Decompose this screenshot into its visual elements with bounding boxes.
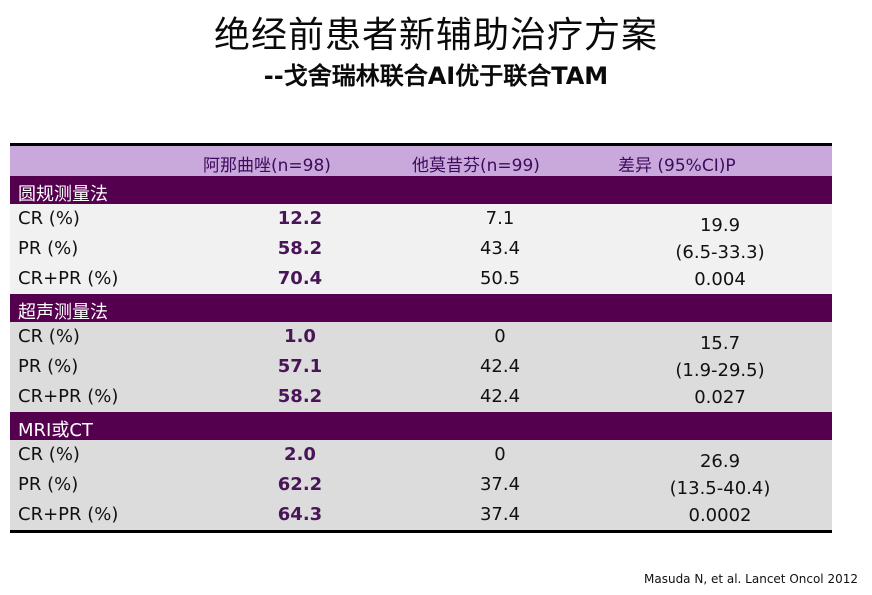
anastrozole-value: 1.0 (284, 326, 316, 347)
anastrozole-value: 57.1 (277, 356, 323, 377)
section-mri-ct-rows: CR (%) 2.0 0 PR (%) 62.2 37.4 CR+PR (%) … (10, 440, 832, 530)
table-row: CR+PR (%) 70.4 50.5 (10, 264, 832, 294)
row-label: CR+PR (%) (18, 386, 119, 407)
row-label: CR (%) (18, 444, 80, 465)
table-row: CR (%) 1.0 0 (10, 322, 832, 352)
tamoxifen-value: 37.4 (479, 474, 521, 495)
tamoxifen-value: 50.5 (479, 268, 521, 289)
slide-title: 绝经前患者新辅助治疗方案 (213, 15, 658, 56)
section-caliper: 圆规测量法 (10, 176, 832, 205)
confidence-interval: (6.5-33.3) (675, 242, 765, 263)
tamoxifen-value: 42.4 (479, 386, 521, 407)
table-row: CR (%) 12.2 7.1 (10, 204, 832, 234)
row-label: PR (%) (18, 238, 79, 259)
confidence-interval: (13.5-40.4) (669, 478, 771, 499)
difference-value: 19.9 (699, 215, 741, 236)
section-ultrasound: 超声测量法 (10, 294, 832, 323)
row-label: PR (%) (18, 356, 79, 377)
table-row: PR (%) 58.2 43.4 (10, 234, 832, 264)
anastrozole-value: 58.2 (277, 238, 323, 259)
table-row: CR (%) 2.0 0 (10, 440, 832, 470)
anastrozole-value: 62.2 (277, 474, 323, 495)
anastrozole-value: 12.2 (277, 208, 323, 229)
row-label: CR (%) (18, 326, 80, 347)
anastrozole-value: 64.3 (277, 504, 323, 525)
slide-subtitle: --戈舍瑞林联合AI优于联合TAM (263, 62, 609, 90)
tamoxifen-value: 0 (494, 444, 506, 465)
citation: Masuda N, et al. Lancet Oncol 2012 (644, 572, 858, 586)
anastrozole-value: 58.2 (277, 386, 323, 407)
anastrozole-value: 2.0 (284, 444, 316, 465)
difference-cell: 26.9 (13.5-40.4) 0.0002 (650, 448, 790, 529)
confidence-interval: (1.9-29.5) (675, 360, 765, 381)
tamoxifen-value: 43.4 (479, 238, 521, 259)
header-tamoxifen: 他莫昔芬(n=99) (412, 156, 540, 176)
anastrozole-value: 70.4 (277, 268, 323, 289)
section-caliper-rows: CR (%) 12.2 7.1 PR (%) 58.2 43.4 CR+PR (… (10, 204, 832, 294)
p-value: 0.0002 (688, 505, 752, 526)
difference-cell: 19.9 (6.5-33.3) 0.004 (650, 212, 790, 293)
p-value: 0.027 (694, 387, 746, 408)
tamoxifen-value: 0 (494, 326, 506, 347)
table-row: PR (%) 62.2 37.4 (10, 470, 832, 500)
section-label: 超声测量法 (18, 302, 108, 323)
header-anastrozole: 阿那曲唑(n=98) (203, 156, 331, 176)
header-difference: 差异 (95%CI)P (618, 156, 736, 176)
difference-cell: 15.7 (1.9-29.5) 0.027 (650, 330, 790, 411)
tamoxifen-value: 7.1 (485, 208, 515, 229)
tamoxifen-value: 42.4 (479, 356, 521, 377)
table-header: 阿那曲唑(n=98) 他莫昔芬(n=99) 差异 (95%CI)P (10, 143, 832, 176)
table-row: CR+PR (%) 64.3 37.4 (10, 500, 832, 530)
difference-value: 15.7 (699, 333, 741, 354)
difference-value: 26.9 (699, 451, 741, 472)
results-table: 阿那曲唑(n=98) 他莫昔芬(n=99) 差异 (95%CI)P 圆规测量法 … (10, 143, 832, 533)
table-row: CR+PR (%) 58.2 42.4 (10, 382, 832, 412)
tamoxifen-value: 37.4 (479, 504, 521, 525)
row-label: CR (%) (18, 208, 80, 229)
section-label: MRI或CT (18, 420, 93, 441)
section-label: 圆规测量法 (18, 184, 108, 205)
row-label: PR (%) (18, 474, 79, 495)
p-value: 0.004 (694, 269, 746, 290)
row-label: CR+PR (%) (18, 268, 119, 289)
row-label: CR+PR (%) (18, 504, 119, 525)
table-row: PR (%) 57.1 42.4 (10, 352, 832, 382)
section-ultrasound-rows: CR (%) 1.0 0 PR (%) 57.1 42.4 CR+PR (%) … (10, 322, 832, 412)
section-mri-ct: MRI或CT (10, 412, 832, 441)
